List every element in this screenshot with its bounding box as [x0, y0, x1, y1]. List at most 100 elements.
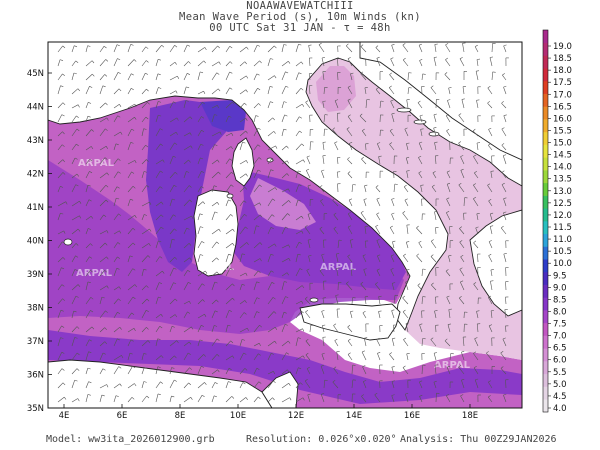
wind-barb [197, 213, 201, 221]
wind-barb [337, 240, 340, 249]
wind-barb [309, 325, 311, 333]
wind-barb-flag [362, 311, 366, 314]
wind-barb-flag [243, 312, 247, 315]
wind-barb [448, 87, 451, 95]
footer-model: Model: ww3ita_2026012900.grb [46, 434, 215, 445]
wind-barb-flag [446, 295, 450, 298]
wind-barb-flag [190, 145, 193, 149]
wind-barb [267, 187, 276, 193]
wind-barb [421, 365, 423, 375]
wind-barb-flag [306, 366, 310, 369]
wind-barb-flag [460, 168, 464, 171]
wind-barb [281, 129, 284, 137]
wind-barb [305, 340, 311, 347]
wind-barb [459, 241, 465, 249]
wind-barb [225, 368, 230, 375]
wind-barb-flag [288, 244, 291, 248]
wind-barb [295, 268, 301, 277]
wind-barb [127, 255, 131, 263]
wind-barb [404, 128, 409, 137]
wind-barb [403, 255, 409, 263]
wind-barb [434, 44, 437, 53]
wind-barb-flag [117, 171, 121, 174]
wind-barb [211, 88, 219, 95]
wind-barb-flag [187, 311, 191, 314]
wind-barb [85, 146, 92, 151]
wind-barb [127, 128, 132, 137]
wind-barb [295, 88, 302, 95]
wind-barb [183, 282, 189, 291]
wind-barb [433, 114, 437, 123]
wind-barb [253, 88, 258, 95]
wind-barb-flag [347, 85, 351, 88]
wind-barb-flag [148, 243, 151, 247]
wind-barb [337, 157, 339, 165]
wind-barb-flag [501, 182, 505, 185]
wind-barb-flag [104, 341, 108, 345]
wind-barb [351, 365, 353, 375]
wind-barb-flag [230, 146, 233, 150]
wind-barb [71, 45, 75, 53]
colorbar-label: 16.0 [553, 114, 572, 124]
wind-barb-flag [286, 160, 289, 164]
wind-barb-flag [205, 270, 208, 274]
wind-barb [85, 339, 90, 347]
wind-barb-flag [403, 57, 406, 61]
wind-barb [85, 310, 91, 319]
wind-barb [406, 171, 409, 179]
wind-barb-flag [472, 128, 476, 132]
wind-barb-flag [392, 337, 396, 339]
wind-barb [183, 61, 189, 67]
wind-barb [267, 243, 275, 249]
lat-tick-label: 42N [27, 170, 44, 180]
wind-barb [267, 254, 272, 263]
wind-barb-flag [73, 310, 77, 313]
colorbar-label: 18.0 [553, 66, 572, 76]
wind-barb-flag [389, 128, 393, 132]
wind-barb [211, 114, 215, 123]
wind-barb [472, 130, 479, 137]
wind-barb-flag [232, 355, 235, 359]
wind-barb-flag [131, 73, 134, 76]
wind-barb [183, 159, 189, 165]
wind-barb [337, 58, 339, 67]
wind-barb [197, 47, 205, 53]
wind-barb-flag [332, 379, 336, 383]
wind-barb [377, 353, 381, 361]
wind-barb-flag [488, 324, 493, 327]
wind-barb-flag [146, 298, 150, 302]
wind-barb-flag [117, 311, 121, 315]
colorbar-label: 13.0 [553, 187, 572, 197]
wind-barb-flag [288, 200, 291, 203]
wind-barb-flag [89, 158, 93, 162]
wind-barb [462, 43, 465, 53]
wind-barb-flag [173, 282, 177, 285]
wind-barb [127, 242, 134, 249]
wind-barb [211, 105, 218, 109]
wind-barb-flag [391, 44, 395, 46]
wind-barb-flag [503, 393, 507, 396]
wind-barb [475, 71, 479, 81]
wind-barb [320, 366, 325, 375]
wind-barb [113, 158, 119, 165]
wind-barb-flag [419, 59, 423, 61]
wind-barb [308, 73, 311, 81]
wind-barb [505, 379, 507, 389]
wind-barb [281, 244, 289, 249]
wind-barb-flag [216, 257, 219, 261]
wind-barb-flag [79, 200, 82, 204]
wind-barb [500, 368, 507, 375]
west-sea-purple [48, 160, 404, 334]
wind-barb-flag [119, 230, 122, 234]
wind-barb-flag [389, 85, 392, 88]
wind-barb [57, 352, 62, 361]
wind-barb [389, 74, 395, 81]
wind-barb [501, 128, 507, 137]
wind-barb-flag [433, 56, 437, 58]
wind-barb-flag [62, 172, 66, 175]
colorbar-swatch [543, 322, 548, 336]
wind-barb-flag [501, 225, 504, 229]
wind-barb [113, 242, 118, 249]
wind-barb-flag [258, 270, 261, 274]
colorbar-label: 19.0 [553, 42, 572, 52]
